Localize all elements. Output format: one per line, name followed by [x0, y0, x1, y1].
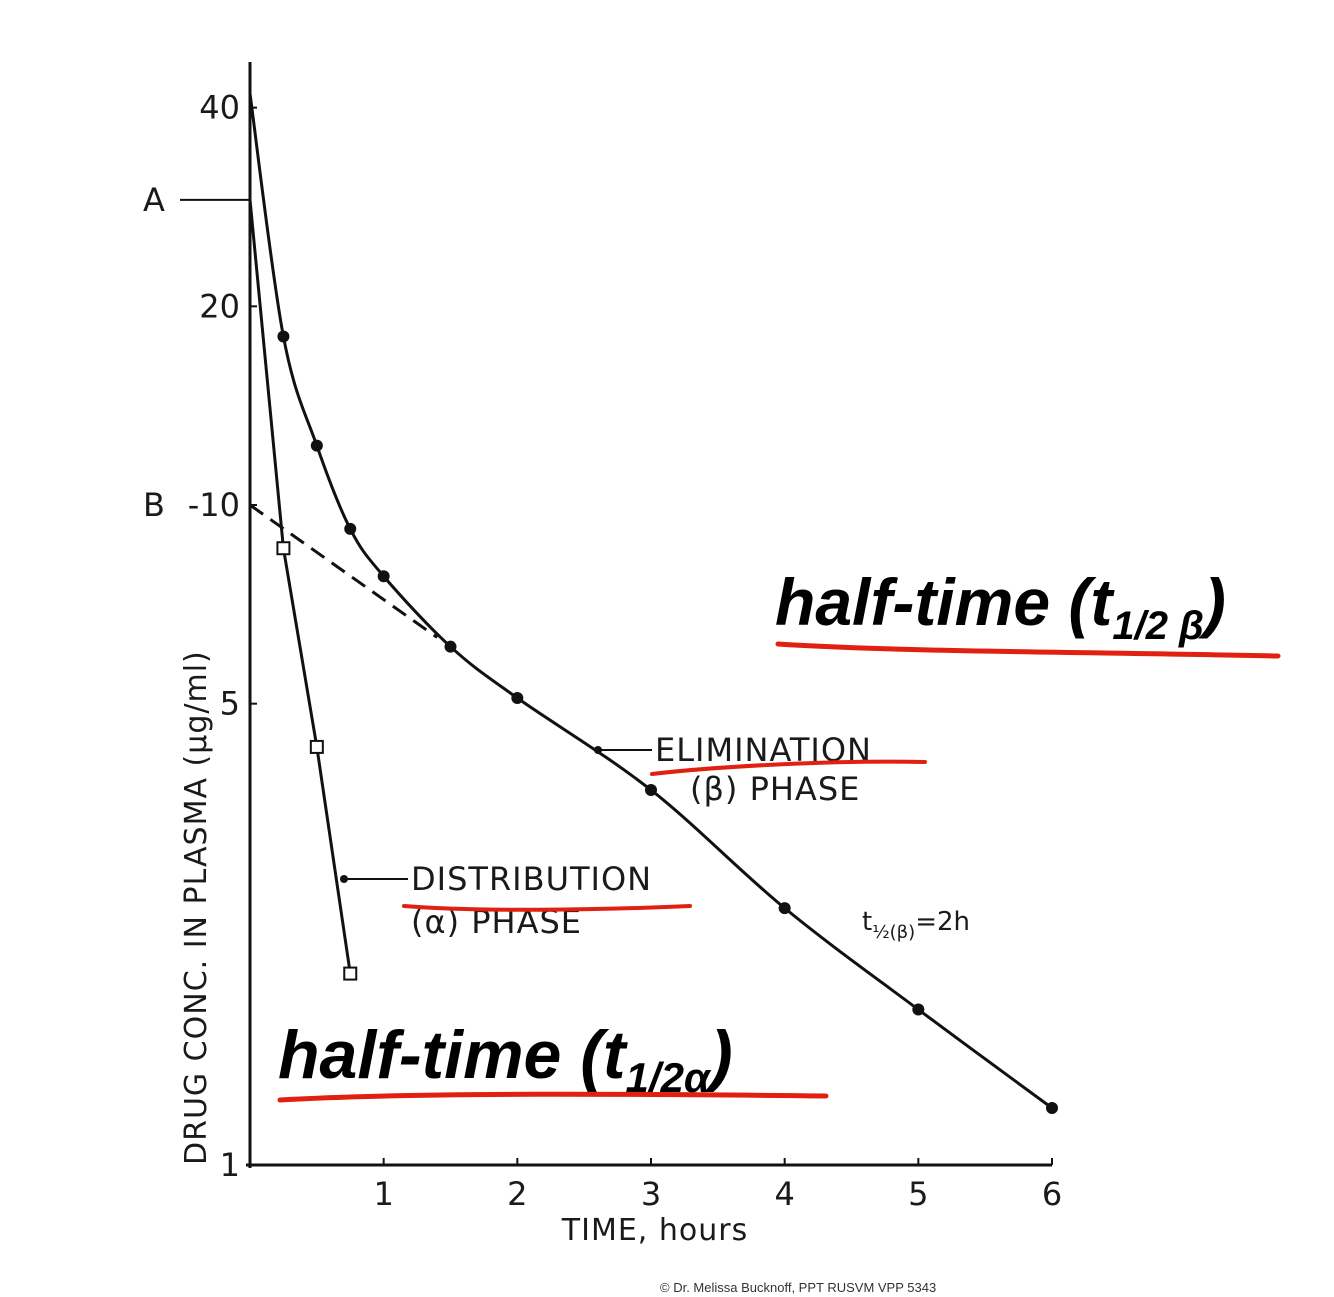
elimination-pointer-dot	[594, 746, 602, 754]
series-0-point-4	[377, 570, 390, 583]
half-time-alpha-label: half-time (t1/2α)	[278, 1017, 733, 1101]
half-time-alpha-annotation: half-time (t1/2α)	[277, 1017, 829, 1103]
series-0-line	[248, 93, 1053, 1110]
x-tick-label-6: 6	[1042, 1175, 1062, 1213]
series-2-line	[249, 503, 438, 639]
marker-label-A: A	[143, 181, 165, 219]
x-tick-label-1: 1	[373, 1175, 393, 1213]
series-0-point-5	[444, 640, 457, 653]
series-1-point-2	[309, 739, 324, 754]
x-tick-label-2: 2	[507, 1175, 527, 1213]
half-time-beta-text: half-time (t	[775, 565, 1115, 639]
distribution-annotation: DISTRIBUTION (α) PHASE	[340, 860, 692, 941]
half-life-note: t½(β)=2h	[862, 907, 970, 943]
y-tick-label-40: 40	[199, 89, 240, 127]
half-time-alpha-text: half-time (t	[278, 1017, 628, 1093]
distribution-label: DISTRIBUTION	[411, 860, 652, 898]
y-tick-label-20: 20	[199, 287, 240, 325]
half-life-note-prefix: t	[862, 907, 872, 937]
y-markers: AB	[143, 181, 250, 524]
half-life-note-sub: ½(β)	[872, 922, 915, 943]
series-0-point-10	[1046, 1102, 1058, 1115]
half-life-note-suffix: =2h	[915, 907, 970, 937]
elimination-annotation: ELIMINATION (β) PHASE	[594, 731, 927, 808]
x-axis-title: TIME, hours	[561, 1213, 748, 1248]
series-0-point-3	[344, 522, 357, 535]
series-0-point-1	[277, 330, 290, 343]
half-time-beta-annotation: half-time (t1/2 β)	[775, 565, 1281, 659]
y-tick-label-5: 5	[220, 685, 240, 723]
half-time-beta-sub: 1/2 β	[1112, 604, 1204, 648]
y-axis-title: DRUG CONC. IN PLASMA (µg/ml)	[179, 650, 214, 1165]
half-time-alpha-underline	[277, 1091, 829, 1103]
elimination-underline	[650, 759, 927, 776]
series-0-point-7	[645, 783, 657, 796]
x-tick-label-3: 3	[641, 1175, 661, 1213]
y-tick-label-1: 1	[220, 1146, 240, 1184]
series-0-point-6	[511, 692, 524, 705]
series-1-line	[248, 199, 352, 974]
distribution-underline	[402, 904, 692, 912]
series-0-point-2	[310, 439, 323, 452]
y-tick-label-10: -10	[188, 486, 240, 524]
x-tick-label-4: 4	[774, 1175, 794, 1213]
data-series	[248, 93, 1058, 1115]
series-1-point-1	[276, 541, 291, 556]
series-1-point-3	[343, 966, 358, 981]
elimination-phase-label: (β) PHASE	[690, 770, 860, 808]
half-time-beta-label: half-time (t1/2 β)	[775, 565, 1226, 648]
x-tick-label-5: 5	[908, 1175, 928, 1213]
marker-label-B: B	[143, 486, 165, 524]
series-0-point-8	[778, 902, 791, 915]
series-0-point-9	[912, 1003, 925, 1016]
distribution-pointer-dot	[340, 875, 348, 883]
copyright-text: © Dr. Melissa Bucknoff, PPT RUSVM VPP 53…	[660, 1280, 936, 1295]
axis-ticks: 1 2 3 4 5 6 1 5 -10 20 40	[188, 89, 1062, 1213]
half-time-beta-underline	[775, 641, 1281, 659]
